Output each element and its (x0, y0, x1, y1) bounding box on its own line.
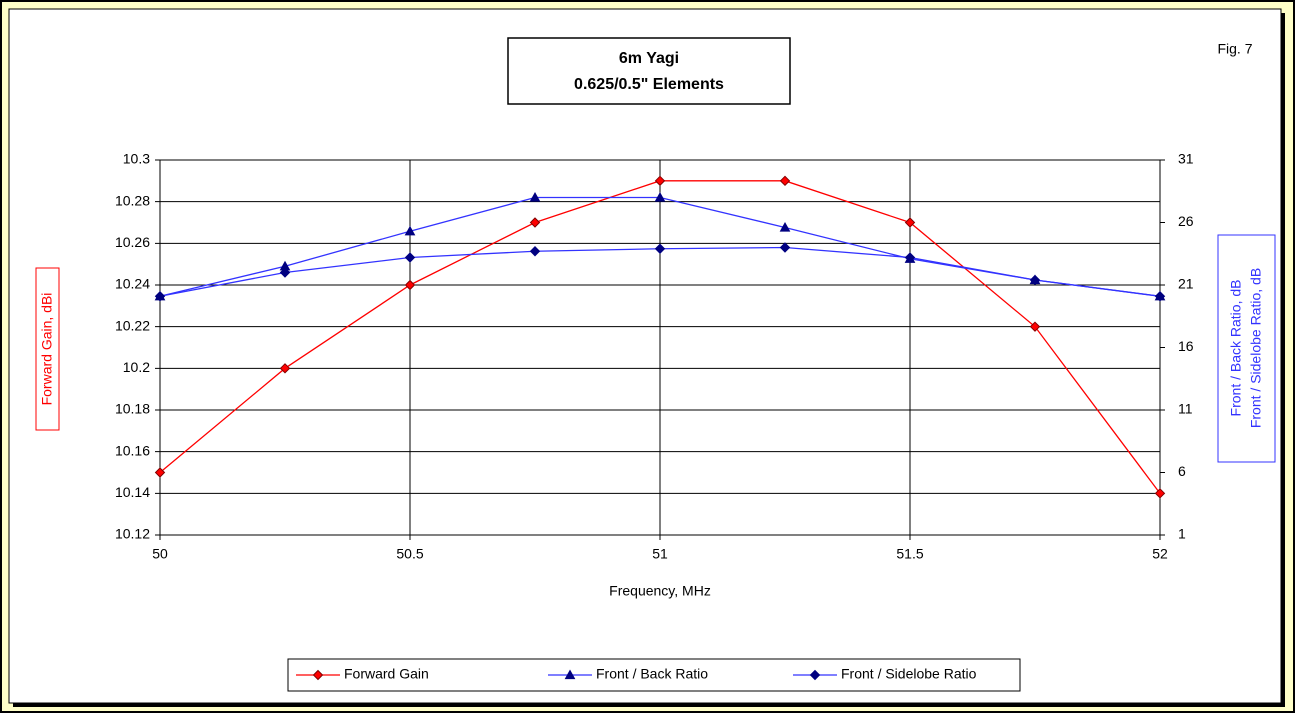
marker (279, 267, 291, 278)
x-tick-label: 52 (1152, 546, 1168, 562)
y-tick-label: 10.3 (123, 151, 150, 167)
marker (529, 217, 541, 228)
marker (154, 467, 166, 478)
y2-tick-label: 21 (1178, 276, 1194, 292)
marker (779, 242, 791, 253)
marker (1154, 488, 1166, 499)
marker (779, 175, 791, 187)
x-tick-label: 51 (652, 546, 668, 562)
x-tick-label: 50 (152, 546, 168, 562)
marker (154, 291, 166, 302)
marker (1029, 321, 1041, 332)
marker (529, 246, 541, 257)
y2-tick-label: 31 (1178, 151, 1194, 167)
y2-label-box (1217, 234, 1276, 463)
marker (809, 669, 821, 681)
marker (654, 175, 666, 187)
y-tick-label: 10.26 (115, 234, 150, 250)
y-tick-label: 10.18 (115, 401, 150, 417)
legend-label: Forward Gain (344, 666, 429, 682)
title-box (507, 37, 791, 105)
plot-border (159, 159, 1161, 536)
chart-subtitle: 0.625/0.5" Elements (574, 76, 724, 93)
y-label-box (35, 267, 60, 431)
marker (904, 217, 916, 228)
y-tick-label: 10.28 (115, 192, 150, 208)
y2-axis-label: Front / Back Ratio, dB (1228, 280, 1244, 417)
y2-tick-label: 11 (1178, 401, 1193, 417)
marker (404, 225, 416, 236)
x-tick-label: 50.5 (396, 546, 423, 562)
marker (779, 221, 791, 232)
y-tick-label: 10.12 (115, 526, 150, 542)
y-tick-label: 10.16 (115, 442, 150, 458)
y-axis-label: Forward Gain, dBi (39, 293, 55, 406)
panel (8, 8, 1282, 704)
annotation: Fig. 7 (1217, 41, 1252, 57)
legend-label: Front / Back Ratio (596, 666, 708, 682)
marker (404, 279, 416, 291)
x-axis-label: Frequency, MHz (609, 583, 711, 599)
legend-label: Front / Sidelobe Ratio (841, 666, 977, 682)
marker (312, 669, 324, 681)
marker (904, 252, 916, 263)
y2-tick-label: 26 (1178, 213, 1194, 229)
y2-axis-label: Front / Sidelobe Ratio, dB (1248, 268, 1264, 428)
marker (279, 363, 291, 374)
y2-tick-label: 1 (1178, 526, 1186, 542)
y-tick-label: 10.2 (123, 359, 150, 375)
y-tick-label: 10.14 (115, 484, 150, 500)
chart-title: 6m Yagi (619, 50, 679, 67)
marker (1154, 291, 1166, 302)
marker (654, 191, 666, 202)
marker (404, 252, 416, 263)
marker (529, 191, 541, 202)
x-tick-label: 51.5 (896, 546, 923, 562)
marker (564, 669, 576, 680)
legend-box (287, 658, 1021, 692)
marker (1029, 274, 1041, 286)
marker (654, 243, 666, 254)
y-tick-label: 10.22 (115, 317, 150, 333)
y2-tick-label: 6 (1178, 463, 1186, 479)
y-tick-label: 10.24 (115, 276, 150, 292)
y2-tick-label: 16 (1178, 338, 1194, 354)
